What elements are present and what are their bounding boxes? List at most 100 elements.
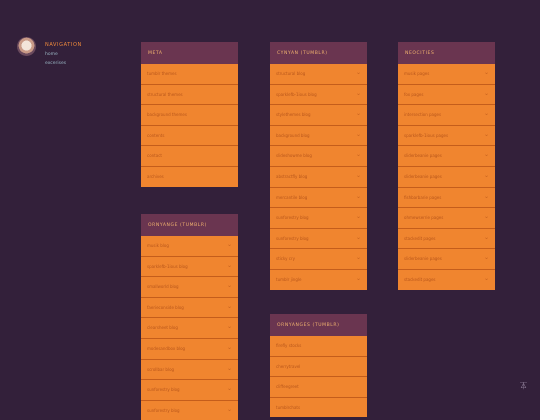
link-row[interactable]: sunforestry blog ⌄ (270, 228, 367, 250)
link-label: background themes (147, 112, 187, 118)
chevron-down-icon: ⌄ (483, 171, 489, 179)
link-label: stylethemes blog (276, 112, 311, 118)
link-panel: ORNYANGES (TUMBLR) firefly stocks cherrytr… (270, 314, 367, 418)
link-label: tumblrchats (276, 404, 301, 410)
link-label: fox pages (404, 91, 424, 97)
link-row[interactable]: ohmewserrie pages ⌄ (398, 208, 495, 229)
chevron-down-icon: ⌄ (483, 274, 489, 282)
link-row[interactable]: firefly stocks (270, 336, 367, 357)
link-row[interactable]: modesandbox blog ⌄ (141, 338, 238, 360)
link-label: structural themes (147, 91, 183, 97)
chevron-down-icon: ⌄ (226, 302, 232, 310)
link-label: fishbarbarie pages (404, 194, 442, 200)
link-row[interactable]: background themes (141, 105, 238, 126)
link-row[interactable]: sliderbeanie pages ⌄ (398, 146, 495, 167)
link-panel: ORNYANGE (TUMBLR) musik blog ⌄ sparklefb-1i… (141, 214, 238, 420)
link-row[interactable]: archives (141, 166, 238, 187)
link-label: ohmewserrie pages (404, 215, 444, 221)
link-row[interactable]: sparklefb-1ious blog ⌄ (141, 256, 238, 278)
chevron-down-icon: ⌄ (355, 89, 361, 97)
chevron-down-icon: ⌄ (483, 110, 489, 118)
link-row[interactable]: sticky cry ⌄ (270, 249, 367, 270)
panel-title: ORNYANGES (TUMBLR) (270, 314, 367, 336)
link-label: archives (147, 173, 164, 179)
link-label: cherrytravel (276, 363, 301, 369)
link-row[interactable]: cherrytravel (270, 356, 367, 378)
link-label: sunforestry blog (147, 387, 180, 393)
link-label: intersection pages (404, 112, 442, 118)
link-row[interactable]: tumblr jingle ⌄ (270, 269, 367, 290)
link-panel: CYNYAN (TUMBLR) structural blog ⌄ sparklefb… (270, 42, 367, 290)
link-label: musik blog (147, 243, 169, 248)
link-row[interactable]: slideshowme blog ⌄ (270, 146, 367, 167)
link-label: cliffeegreet (276, 384, 299, 390)
link-label: stackedit pages (404, 276, 436, 282)
chevron-down-icon: ⌄ (226, 261, 232, 269)
link-row[interactable]: contact (141, 146, 238, 167)
chevron-down-icon: ⌄ (483, 89, 489, 97)
link-row[interactable]: structural themes (141, 84, 238, 106)
chevron-down-icon: ⌄ (355, 151, 361, 159)
link-label: structural blog (276, 71, 306, 76)
link-row[interactable]: faerieconside blog ⌄ (141, 297, 238, 319)
chevron-down-icon: ⌄ (355, 213, 361, 221)
link-row[interactable]: sliderbeanie pages ⌄ (398, 249, 495, 270)
link-label: firefly stocks (276, 343, 302, 348)
link-row[interactable]: sparklefb-1ious pages ⌄ (398, 125, 495, 147)
link-row[interactable]: scrollbar blog ⌄ (141, 359, 238, 381)
link-row[interactable]: sunforestry blog ⌄ (141, 380, 238, 401)
link-label: abstractfly blog (276, 173, 308, 179)
link-row[interactable]: clearsheet blog ⌄ (141, 318, 238, 339)
chevron-down-icon: ⌄ (226, 364, 232, 372)
link-row[interactable]: background blog ⌄ (270, 125, 367, 147)
chevron-down-icon: ⌄ (483, 254, 489, 262)
link-row[interactable]: contents (141, 125, 238, 147)
chevron-down-icon: ⌄ (226, 385, 232, 393)
link-row[interactable]: fishbarbarie pages ⌄ (398, 187, 495, 209)
link-row[interactable]: tumblr themes (141, 64, 238, 85)
link-row[interactable]: stylethemes blog ⌄ (270, 105, 367, 126)
link-row[interactable]: structural blog ⌄ (270, 64, 367, 85)
link-label: sunforestry blog (147, 407, 180, 413)
link-label: tumblr jingle (276, 276, 302, 282)
chevron-down-icon: ⌄ (483, 130, 489, 138)
link-label: mercantile blog (276, 194, 308, 200)
link-row[interactable]: sunforestry blog ⌄ (141, 400, 238, 420)
link-row[interactable]: fox pages ⌄ (398, 84, 495, 106)
chevron-down-icon: ⌄ (483, 151, 489, 159)
chevron-down-icon: ⌄ (483, 213, 489, 221)
link-label: musik pages (404, 71, 430, 76)
scroll-icon[interactable]: ⏄ (520, 382, 527, 390)
link-row[interactable]: stackedit pages ⌄ (398, 228, 495, 250)
link-row[interactable]: sparklefb-1ious blog ⌄ (270, 84, 367, 106)
link-row[interactable]: cliffeegreet (270, 377, 367, 398)
chevron-down-icon: ⌄ (355, 171, 361, 179)
link-row[interactable]: tumblrchats (270, 397, 367, 418)
link-row[interactable]: musik blog ⌄ (141, 236, 238, 257)
link-panel: NEOCITIES musik pages ⌄ fox pages ⌄ intersect… (398, 42, 495, 290)
chevron-down-icon: ⌄ (226, 405, 232, 413)
chevron-down-icon: ⌄ (483, 233, 489, 241)
nav-link-home[interactable]: home (45, 52, 58, 57)
avatar[interactable] (17, 37, 36, 56)
nav-link-excerises[interactable]: excerises (45, 61, 67, 66)
chevron-down-icon: ⌄ (226, 343, 232, 351)
chevron-down-icon: ⌄ (226, 323, 232, 331)
chevron-down-icon: ⌄ (355, 233, 361, 241)
link-row[interactable]: musik pages ⌄ (398, 64, 495, 85)
link-row[interactable]: smallworld blog ⌄ (141, 277, 238, 298)
link-row[interactable]: sunforestry blog ⌄ (270, 208, 367, 229)
link-label: slideshowme blog (276, 153, 312, 159)
link-label: background blog (276, 132, 310, 138)
link-label: sunforestry blog (276, 235, 309, 241)
link-row[interactable]: stackedit pages ⌄ (398, 269, 495, 290)
link-label: sparklefb-1ious pages (404, 132, 449, 138)
panel-title: META (141, 42, 238, 64)
link-row[interactable]: abstractfly blog ⌄ (270, 166, 367, 188)
link-label: clearsheet blog (147, 325, 178, 331)
link-row[interactable]: mercantile blog ⌄ (270, 187, 367, 209)
link-label: faerieconside blog (147, 304, 184, 310)
link-row[interactable]: sliderbeanie pages ⌄ (398, 166, 495, 188)
link-row[interactable]: intersection pages ⌄ (398, 105, 495, 126)
panel-title: NEOCITIES (398, 42, 495, 64)
